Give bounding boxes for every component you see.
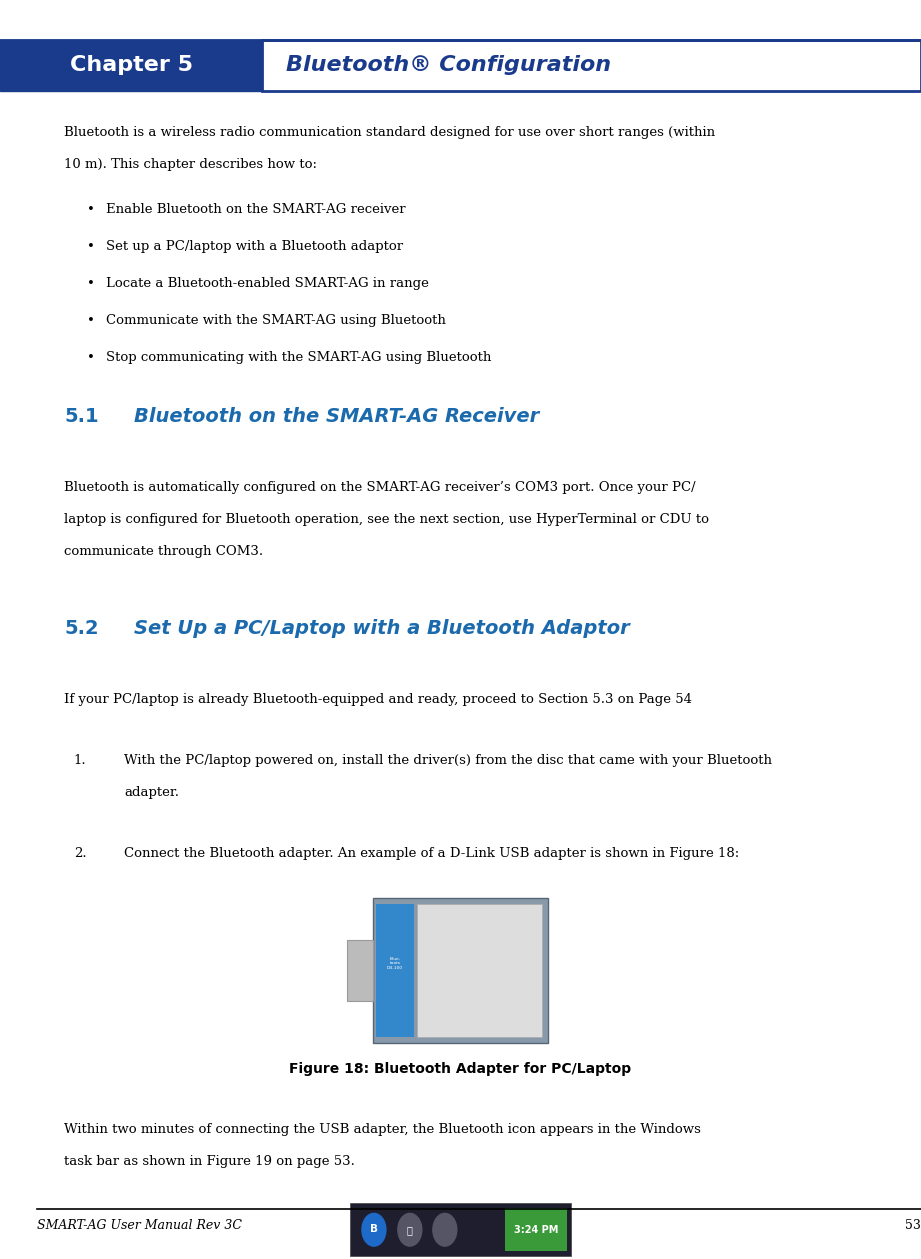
FancyBboxPatch shape (376, 904, 414, 1036)
Text: B: B (370, 1224, 378, 1234)
Text: 2.: 2. (74, 846, 87, 860)
Text: 3:24 PM: 3:24 PM (514, 1225, 558, 1235)
Circle shape (398, 1214, 422, 1246)
Text: 10 m). This chapter describes how to:: 10 m). This chapter describes how to: (64, 159, 318, 171)
Text: Enable Bluetooth on the SMART-AG receiver: Enable Bluetooth on the SMART-AG receive… (106, 203, 405, 217)
Text: •: • (87, 313, 96, 327)
Text: Bluetooth® Configuration: Bluetooth® Configuration (286, 55, 611, 76)
Text: task bar as shown in Figure 19 on page 53.: task bar as shown in Figure 19 on page 5… (64, 1156, 356, 1168)
Text: •: • (87, 277, 96, 290)
Text: If your PC/laptop is already Bluetooth-equipped and ready, proceed to Section 5.: If your PC/laptop is already Bluetooth-e… (64, 692, 693, 705)
Text: •: • (87, 203, 96, 217)
Circle shape (433, 1214, 457, 1246)
Text: 53: 53 (905, 1219, 921, 1231)
Text: Bluetooth is a wireless radio communication standard designed for use over short: Bluetooth is a wireless radio communicat… (64, 126, 716, 138)
Text: Set Up a PC/Laptop with a Bluetooth Adaptor: Set Up a PC/Laptop with a Bluetooth Adap… (134, 618, 629, 638)
Text: Figure 18: Bluetooth Adapter for PC/Laptop: Figure 18: Bluetooth Adapter for PC/Lapt… (289, 1063, 632, 1076)
Text: 5.2: 5.2 (64, 618, 99, 638)
Text: Locate a Bluetooth-enabled SMART-AG in range: Locate a Bluetooth-enabled SMART-AG in r… (106, 277, 429, 290)
Text: Chapter 5: Chapter 5 (70, 55, 192, 76)
Text: Connect the Bluetooth adapter. An example of a D-Link USB adapter is shown in Fi: Connect the Bluetooth adapter. An exampl… (124, 846, 740, 860)
Text: SMART-AG User Manual Rev 3C: SMART-AG User Manual Rev 3C (37, 1219, 242, 1231)
FancyBboxPatch shape (373, 898, 548, 1042)
Text: adapter.: adapter. (124, 786, 180, 798)
Text: With the PC/laptop powered on, install the driver(s) from the disc that came wit: With the PC/laptop powered on, install t… (124, 754, 773, 767)
Text: communicate through COM3.: communicate through COM3. (64, 545, 263, 558)
Text: laptop is configured for Bluetooth operation, see the next section, use HyperTer: laptop is configured for Bluetooth opera… (64, 512, 709, 526)
Text: Bluetooth is automatically configured on the SMART-AG receiver’s COM3 port. Once: Bluetooth is automatically configured on… (64, 481, 696, 494)
FancyBboxPatch shape (505, 1209, 567, 1251)
Text: 5.1: 5.1 (64, 407, 99, 426)
Text: •: • (87, 240, 96, 253)
Text: Set up a PC/laptop with a Bluetooth adaptor: Set up a PC/laptop with a Bluetooth adap… (106, 240, 403, 253)
Text: 1.: 1. (74, 754, 87, 767)
FancyBboxPatch shape (262, 40, 921, 91)
Text: Bluetooth on the SMART-AG Receiver: Bluetooth on the SMART-AG Receiver (134, 407, 539, 426)
Text: Within two minutes of connecting the USB adapter, the Bluetooth icon appears in : Within two minutes of connecting the USB… (64, 1123, 702, 1136)
Text: Stop communicating with the SMART-AG using Bluetooth: Stop communicating with the SMART-AG usi… (106, 351, 491, 364)
FancyBboxPatch shape (350, 1204, 571, 1256)
Circle shape (362, 1214, 386, 1246)
Text: •: • (87, 351, 96, 364)
Text: Blue-
toots
DB-100: Blue- toots DB-100 (387, 957, 403, 969)
FancyBboxPatch shape (0, 40, 262, 91)
Text: Communicate with the SMART-AG using Bluetooth: Communicate with the SMART-AG using Blue… (106, 313, 446, 327)
FancyBboxPatch shape (417, 904, 542, 1036)
FancyBboxPatch shape (347, 940, 373, 1001)
Text: 🔊: 🔊 (407, 1225, 413, 1235)
